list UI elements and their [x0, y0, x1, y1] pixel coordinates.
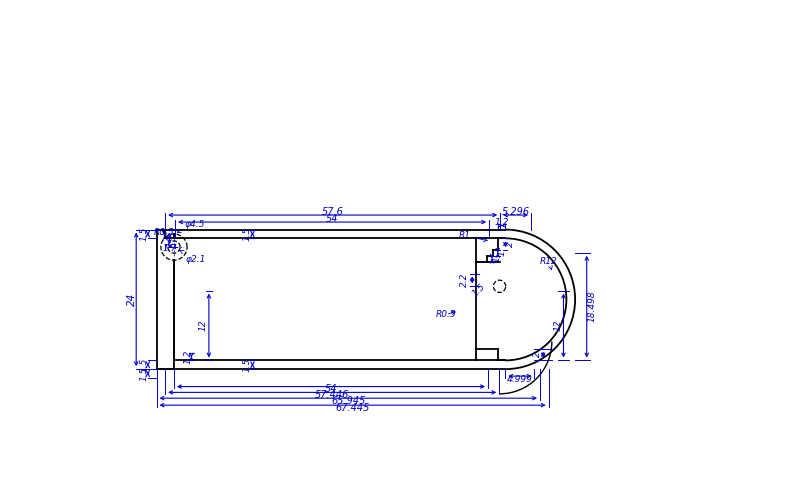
Text: 54: 54	[324, 384, 337, 394]
Text: 24: 24	[127, 293, 136, 306]
Text: 54: 54	[326, 214, 339, 224]
Text: 5.296: 5.296	[501, 207, 530, 217]
Text: R0.5: R0.5	[154, 228, 174, 237]
Text: 57.6: 57.6	[322, 207, 343, 217]
Text: 1.5: 1.5	[140, 366, 148, 381]
Text: 57.446: 57.446	[315, 390, 349, 400]
Text: 1.5: 1.5	[140, 227, 148, 241]
Text: 12: 12	[198, 320, 208, 331]
Text: R0.5: R0.5	[435, 310, 456, 319]
Text: 1.5: 1.5	[242, 358, 251, 372]
Text: 1.5: 1.5	[242, 227, 251, 241]
Text: 65.945: 65.945	[331, 396, 366, 406]
Text: 2: 2	[533, 352, 542, 358]
Text: 1.7: 1.7	[163, 244, 178, 254]
Text: 4.999: 4.999	[507, 375, 533, 384]
Text: 12: 12	[554, 320, 562, 331]
Text: 1.2: 1.2	[495, 218, 509, 227]
Text: 18.498: 18.498	[588, 291, 597, 322]
Text: R1: R1	[459, 231, 487, 241]
Text: φ4.5: φ4.5	[178, 220, 205, 232]
Text: 1.5: 1.5	[471, 282, 488, 299]
Text: 3: 3	[163, 235, 173, 241]
Text: 1: 1	[492, 256, 501, 262]
Text: R12: R12	[540, 258, 558, 270]
Text: 1.5: 1.5	[140, 358, 148, 372]
Text: 1.2: 1.2	[184, 350, 193, 364]
Text: 2: 2	[505, 241, 515, 247]
Text: 1: 1	[498, 250, 507, 256]
Text: φ2.1: φ2.1	[180, 250, 206, 264]
Text: 67.445: 67.445	[335, 403, 370, 413]
Text: 2.2: 2.2	[460, 273, 469, 287]
